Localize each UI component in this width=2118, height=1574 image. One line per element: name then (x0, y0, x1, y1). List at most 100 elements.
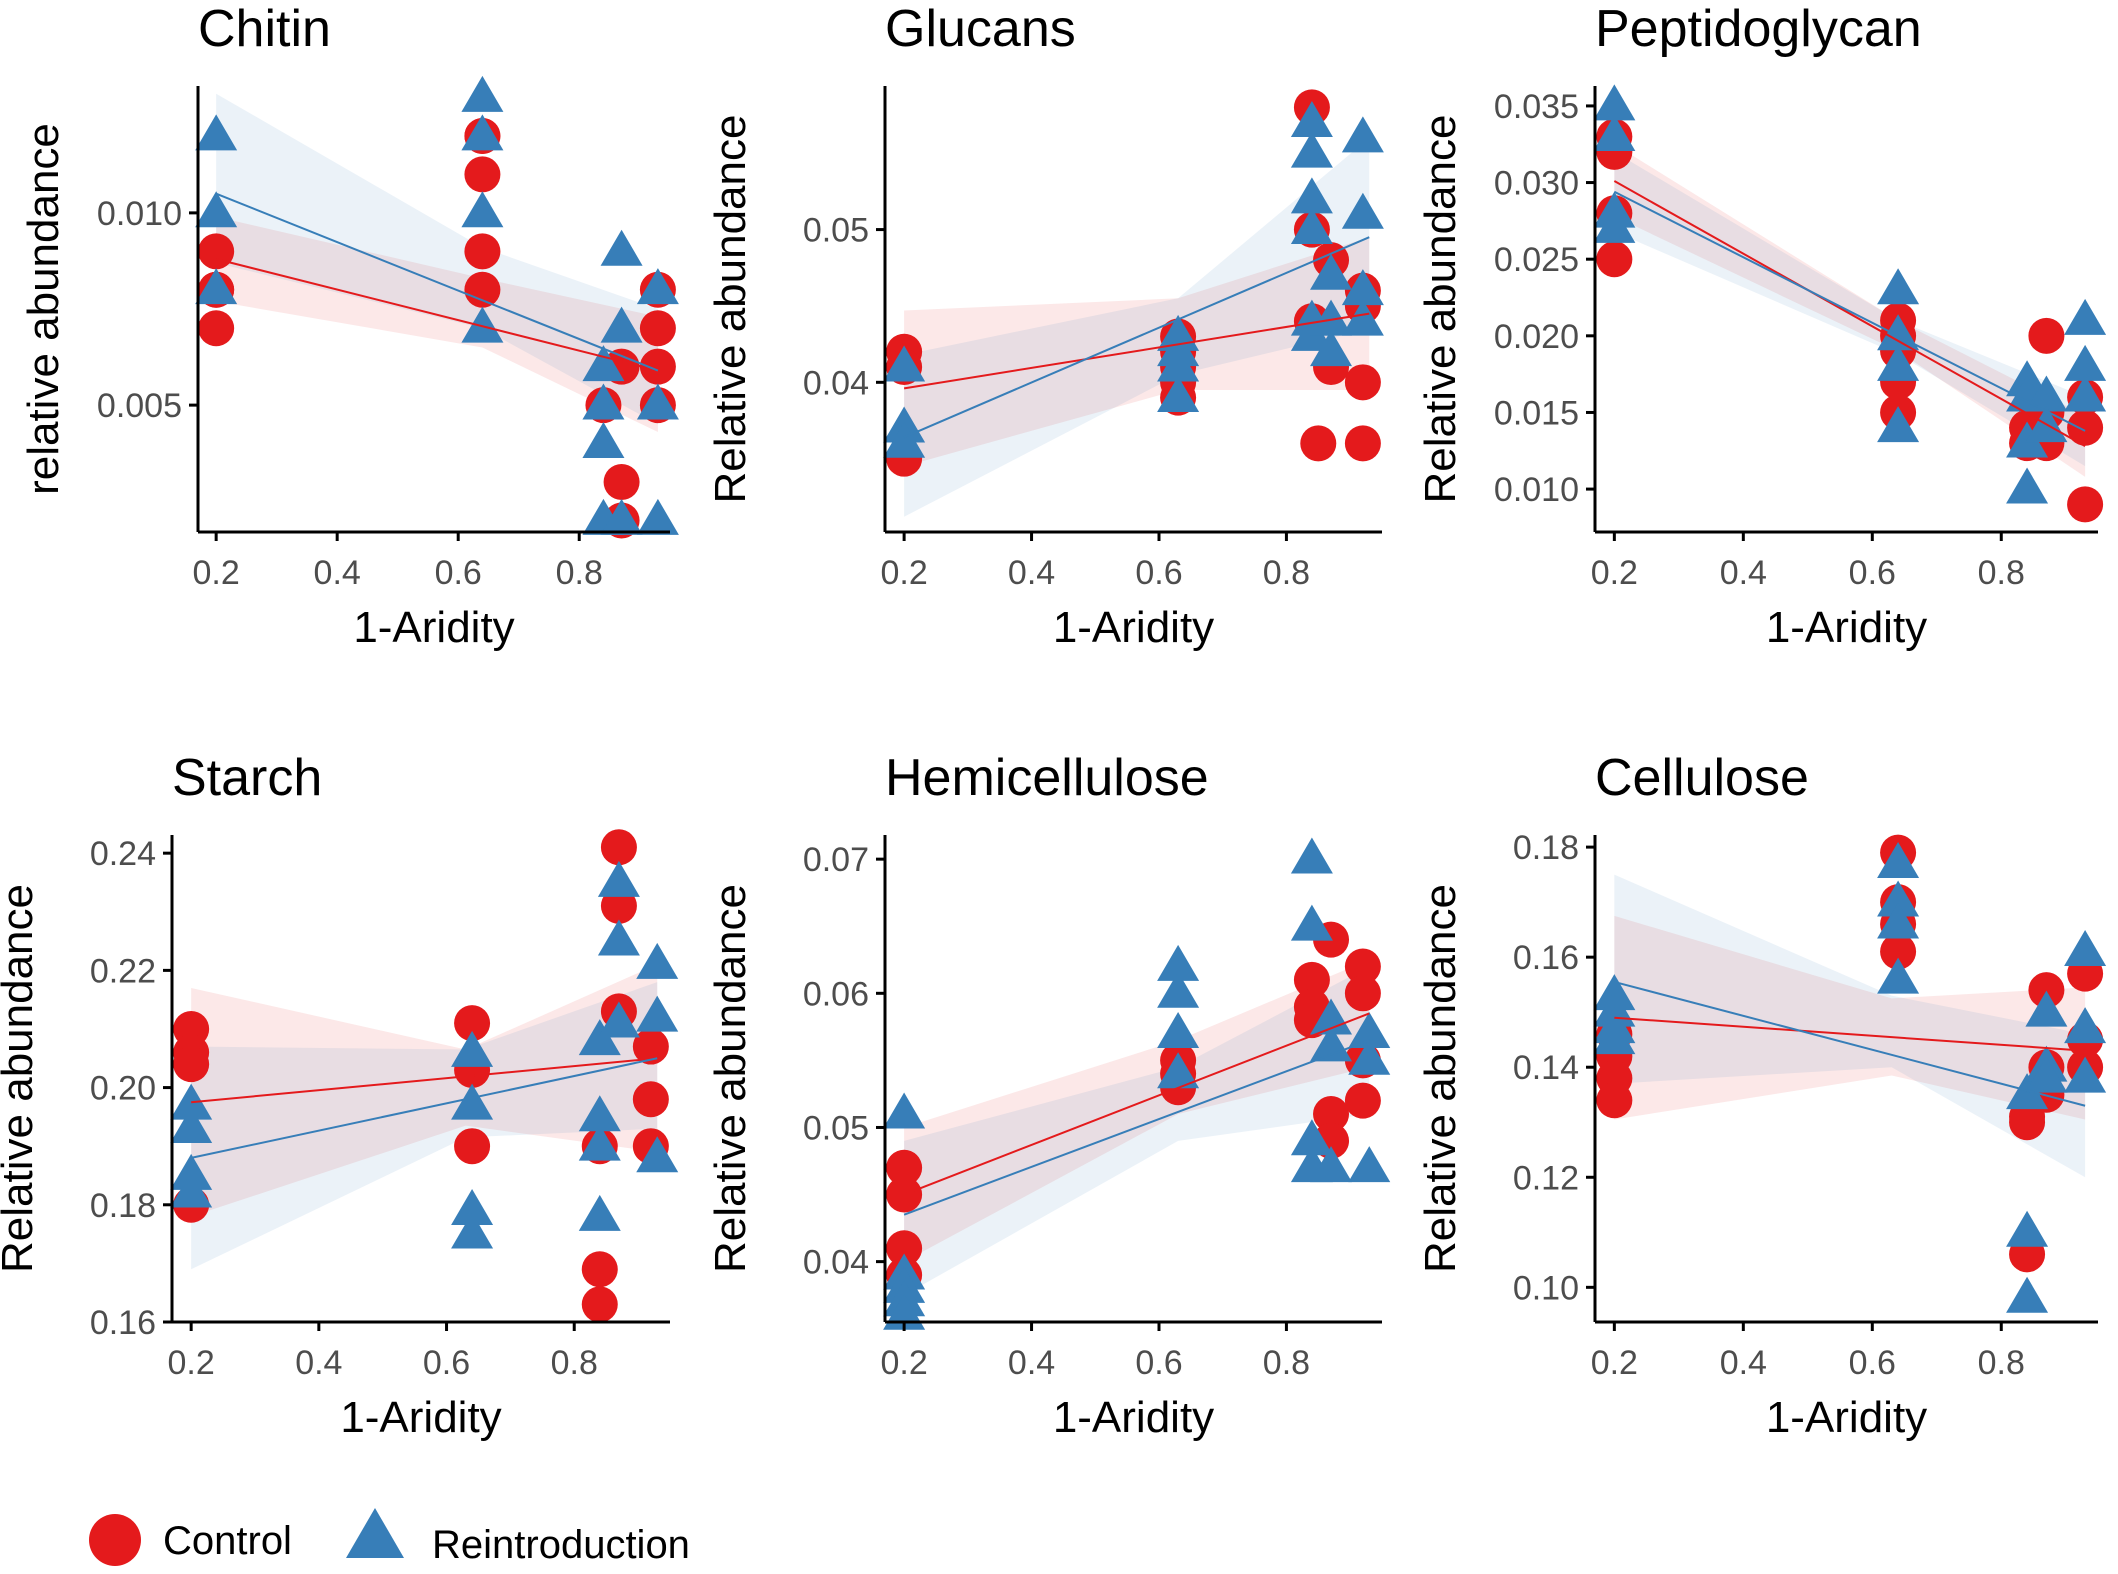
fit-line-control (1613, 180, 2086, 448)
data-point-reintroduction (1157, 345, 1200, 382)
confidence-band-control (1614, 915, 2086, 1120)
data-point-control (2028, 972, 2065, 1009)
data-point-reintroduction (1290, 837, 1333, 874)
data-point-reintroduction (636, 498, 679, 535)
data-point-control (173, 1046, 210, 1083)
legend: Control Reintroduction (89, 1508, 690, 1567)
data-point-control (464, 271, 501, 308)
panel-starch: 0.2 0.4 0.6 0.8 0.16 0.18 0.20 0.22 0.24 Starch 1-… (0, 749, 679, 1442)
data-point-reintroduction (1593, 84, 1636, 121)
x-tick-label: 0.4 (1720, 554, 1767, 592)
y-tick-label: 0.04 (803, 1244, 869, 1282)
data-point-reintroduction (1348, 1038, 1391, 1075)
data-point-reintroduction (600, 306, 643, 343)
y-tick-label: 0.05 (803, 1109, 869, 1147)
y-tick-label: 0.06 (803, 975, 869, 1013)
data-point-reintroduction (1348, 1146, 1391, 1183)
data-point-reintroduction (1290, 177, 1333, 214)
data-point-control (632, 1081, 669, 1118)
data-point-reintroduction (170, 1107, 213, 1144)
data-point-control (1344, 948, 1381, 985)
x-tick-label: 0.4 (1008, 554, 1055, 592)
data-point-reintroduction (578, 1095, 621, 1132)
data-point-control (464, 156, 501, 193)
y-tick-label: 0.030 (1494, 165, 1579, 203)
data-point-reintroduction (461, 75, 504, 112)
x-tick-label: 0.6 (1849, 554, 1896, 592)
data-point-reintroduction (461, 114, 504, 151)
data-point-reintroduction (1157, 971, 1200, 1008)
data-point-reintroduction (597, 919, 640, 956)
y-tick-label: 0.010 (1494, 471, 1579, 509)
data-point-reintroduction (451, 1212, 494, 1249)
data-point-reintroduction (1157, 944, 1200, 981)
y-tick-label: 0.18 (90, 1187, 156, 1225)
data-point-control (1344, 364, 1381, 401)
data-point-reintroduction (1877, 268, 1920, 305)
panel-peptidoglycan: 0.2 0.4 0.6 0.8 0.010 0.015 0.020 0.025 0.030 0.0… (1416, 0, 2107, 652)
data-point-control (1344, 1082, 1381, 1119)
data-point-control (1880, 933, 1917, 970)
data-point-reintroduction (600, 498, 643, 535)
x-tick-label: 0.2 (880, 554, 927, 592)
x-axis-title: 1-Aridity (1766, 603, 1927, 652)
data-point-reintroduction (1310, 998, 1353, 1035)
y-tick-label: 0.04 (803, 364, 869, 402)
data-point-control (632, 1028, 669, 1065)
panel-glucans: 0.2 0.4 0.6 0.8 0.04 0.05 Glucans 1-Aridity Rela… (706, 0, 1384, 652)
data-point-reintroduction (1877, 842, 1920, 879)
data-point-control (1313, 1096, 1350, 1133)
data-point-reintroduction (582, 383, 625, 420)
confidence-band-reintroduction (1614, 874, 2086, 1178)
data-point-reintroduction (195, 191, 238, 228)
x-axis-title: 1-Aridity (1766, 1393, 1927, 1442)
legend-reintroduction-label: Reintroduction (432, 1523, 690, 1567)
data-point-reintroduction (1341, 192, 1384, 229)
fit-line-control (903, 312, 1370, 390)
x-axis-title: 1-Aridity (1053, 603, 1214, 652)
y-axis-title: relative abundance (19, 123, 68, 495)
data-point-reintroduction (636, 268, 679, 305)
data-point-reintroduction (2006, 1210, 2049, 1247)
data-point-control (198, 310, 235, 347)
y-tick-label: 0.015 (1494, 394, 1579, 432)
data-point-reintroduction (1310, 330, 1353, 367)
y-tick-label: 0.05 (803, 212, 869, 250)
data-point-reintroduction (1593, 206, 1636, 243)
y-tick-label: 0.16 (1513, 939, 1579, 977)
chart-panels: 0.2 0.4 0.6 0.8 0.005 0.010 Chitin 1-Aridity rel… (0, 0, 2107, 1442)
data-point-reintroduction (451, 1030, 494, 1067)
data-point-reintroduction (1593, 1018, 1636, 1055)
data-point-reintroduction (1341, 299, 1384, 336)
data-point-control (1344, 425, 1381, 462)
x-axis-title: 1-Aridity (353, 603, 514, 652)
x-tick-label: 0.4 (1008, 1344, 1055, 1382)
data-point-reintroduction (451, 1083, 494, 1120)
fit-line-reintroduction (903, 1039, 1370, 1216)
data-point-reintroduction (1341, 116, 1384, 153)
data-point-reintroduction (1877, 344, 1920, 381)
data-point-control (2067, 409, 2104, 446)
data-point-reintroduction (451, 1189, 494, 1226)
x-tick-label: 0.2 (168, 1344, 215, 1382)
data-point-reintroduction (636, 383, 679, 420)
data-point-control (1596, 1082, 1633, 1119)
data-point-reintroduction (1290, 101, 1333, 138)
data-point-control (198, 233, 235, 270)
data-point-reintroduction (1290, 207, 1333, 244)
fit-line-reintroduction (1613, 190, 2086, 432)
data-point-reintroduction (582, 421, 625, 458)
x-tick-label: 0.6 (1849, 1344, 1896, 1382)
data-point-reintroduction (2025, 375, 2068, 412)
data-point-reintroduction (1310, 1146, 1353, 1183)
y-tick-label: 0.16 (90, 1304, 156, 1342)
data-point-reintroduction (578, 1194, 621, 1231)
x-tick-label: 0.6 (1135, 554, 1182, 592)
data-point-reintroduction (582, 345, 625, 382)
data-point-reintroduction (170, 1171, 213, 1208)
x-tick-label: 0.6 (435, 554, 482, 592)
fit-line-reintroduction (903, 236, 1370, 439)
data-point-reintroduction (1877, 902, 1920, 939)
y-tick-label: 0.12 (1513, 1159, 1579, 1197)
